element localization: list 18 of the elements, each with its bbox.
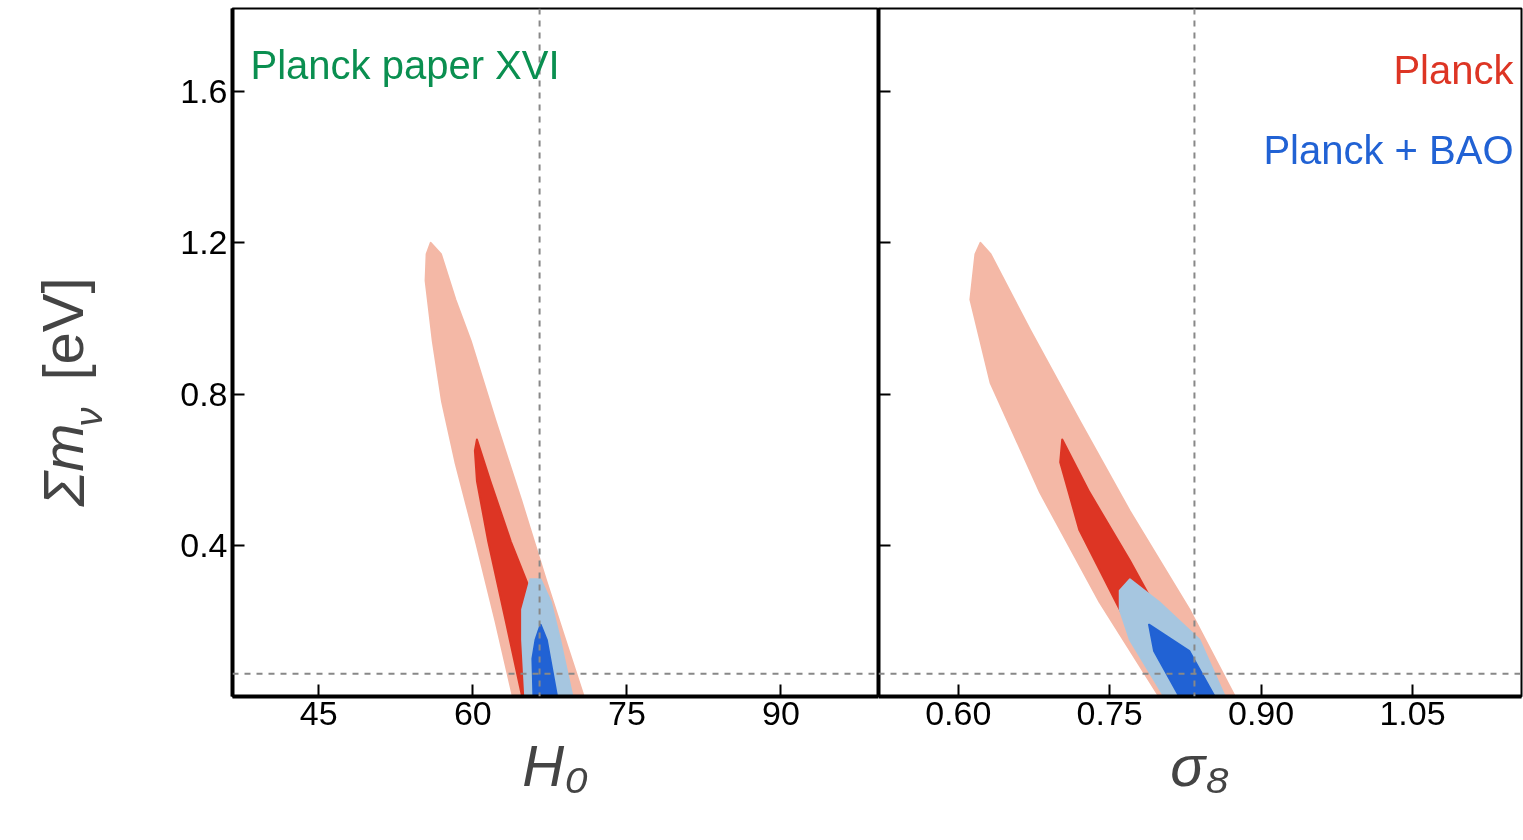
- text: Planck: [1393, 47, 1515, 92]
- y-axis-title: Σmν [eV]: [30, 277, 110, 508]
- x-axis-title: σ₈: [1170, 732, 1230, 798]
- y-tick-label: 1.6: [180, 72, 228, 111]
- x-tick-label: 60: [453, 693, 492, 732]
- y-tick-label: 1.2: [180, 223, 228, 262]
- x-axis-title: H₀: [522, 732, 589, 798]
- x-tick-label: 0.90: [1227, 693, 1295, 732]
- x-tick-label: 45: [299, 693, 338, 732]
- y-tick-label: 0.8: [180, 374, 228, 413]
- x-tick-label: 0.75: [1076, 693, 1143, 732]
- x-tick-label: 1.05: [1379, 693, 1446, 732]
- text: Planck + BAO: [1263, 127, 1514, 172]
- x-tick-label: 75: [607, 693, 646, 732]
- y-tick-label: 0.4: [180, 525, 228, 564]
- x-tick-label: 90: [762, 693, 800, 732]
- annotation: Planck paper XVI: [250, 42, 560, 87]
- x-tick-label: 0.60: [925, 693, 992, 732]
